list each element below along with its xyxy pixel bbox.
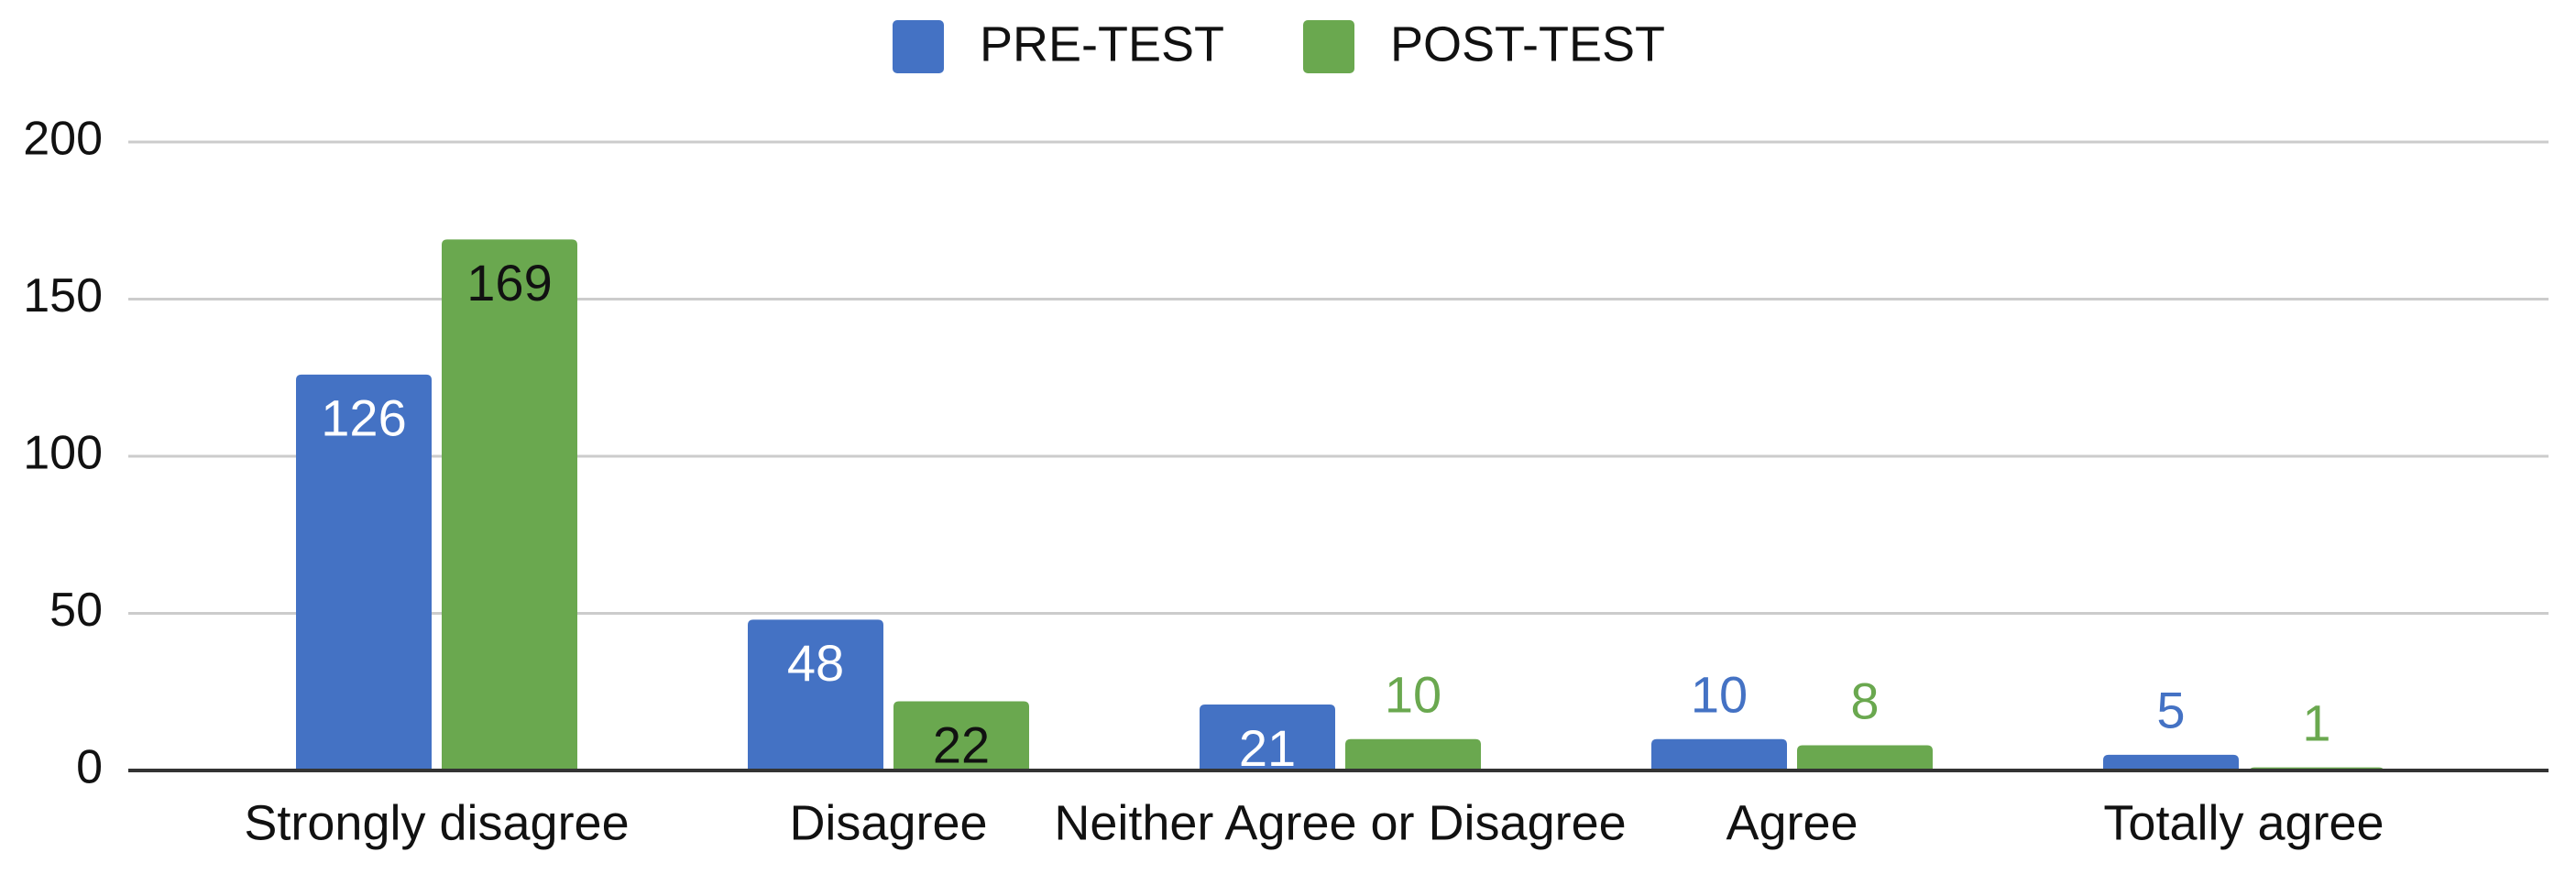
data-label: 8	[1850, 672, 1879, 729]
y-tick-label: 200	[23, 113, 103, 166]
data-label: 10	[1385, 665, 1441, 723]
data-label: 169	[466, 254, 552, 311]
bar	[1651, 738, 1787, 770]
bar	[1200, 704, 1335, 770]
legend-label: POST-TEST	[1390, 16, 1665, 71]
x-tick-label: Strongly disagree	[244, 795, 629, 850]
x-tick-label: Totally agree	[2103, 795, 2384, 850]
bar	[1345, 738, 1481, 770]
x-tick-label: Disagree	[789, 795, 987, 850]
bar	[2103, 754, 2239, 770]
data-label: 22	[933, 716, 990, 773]
data-label: 5	[2156, 682, 2185, 739]
bar	[296, 374, 432, 770]
data-label: 48	[787, 634, 844, 692]
legend-swatch	[893, 20, 944, 73]
bar	[893, 701, 1029, 770]
x-tick-label: Agree	[1726, 795, 1858, 850]
y-tick-label: 0	[76, 741, 103, 794]
bar	[748, 619, 883, 770]
y-tick-label: 100	[23, 427, 103, 480]
y-tick-label: 50	[49, 584, 103, 637]
bar	[442, 239, 577, 771]
legend-swatch	[1303, 20, 1354, 73]
data-label: 21	[1239, 719, 1296, 777]
legend-label: PRE-TEST	[980, 16, 1224, 71]
data-label: 1	[2302, 694, 2330, 751]
data-label: 10	[1691, 665, 1748, 723]
x-tick-label: Neither Agree or Disagree	[1054, 795, 1626, 850]
y-tick-label: 150	[23, 269, 103, 322]
bar	[1797, 745, 1933, 770]
data-label: 126	[321, 389, 406, 447]
